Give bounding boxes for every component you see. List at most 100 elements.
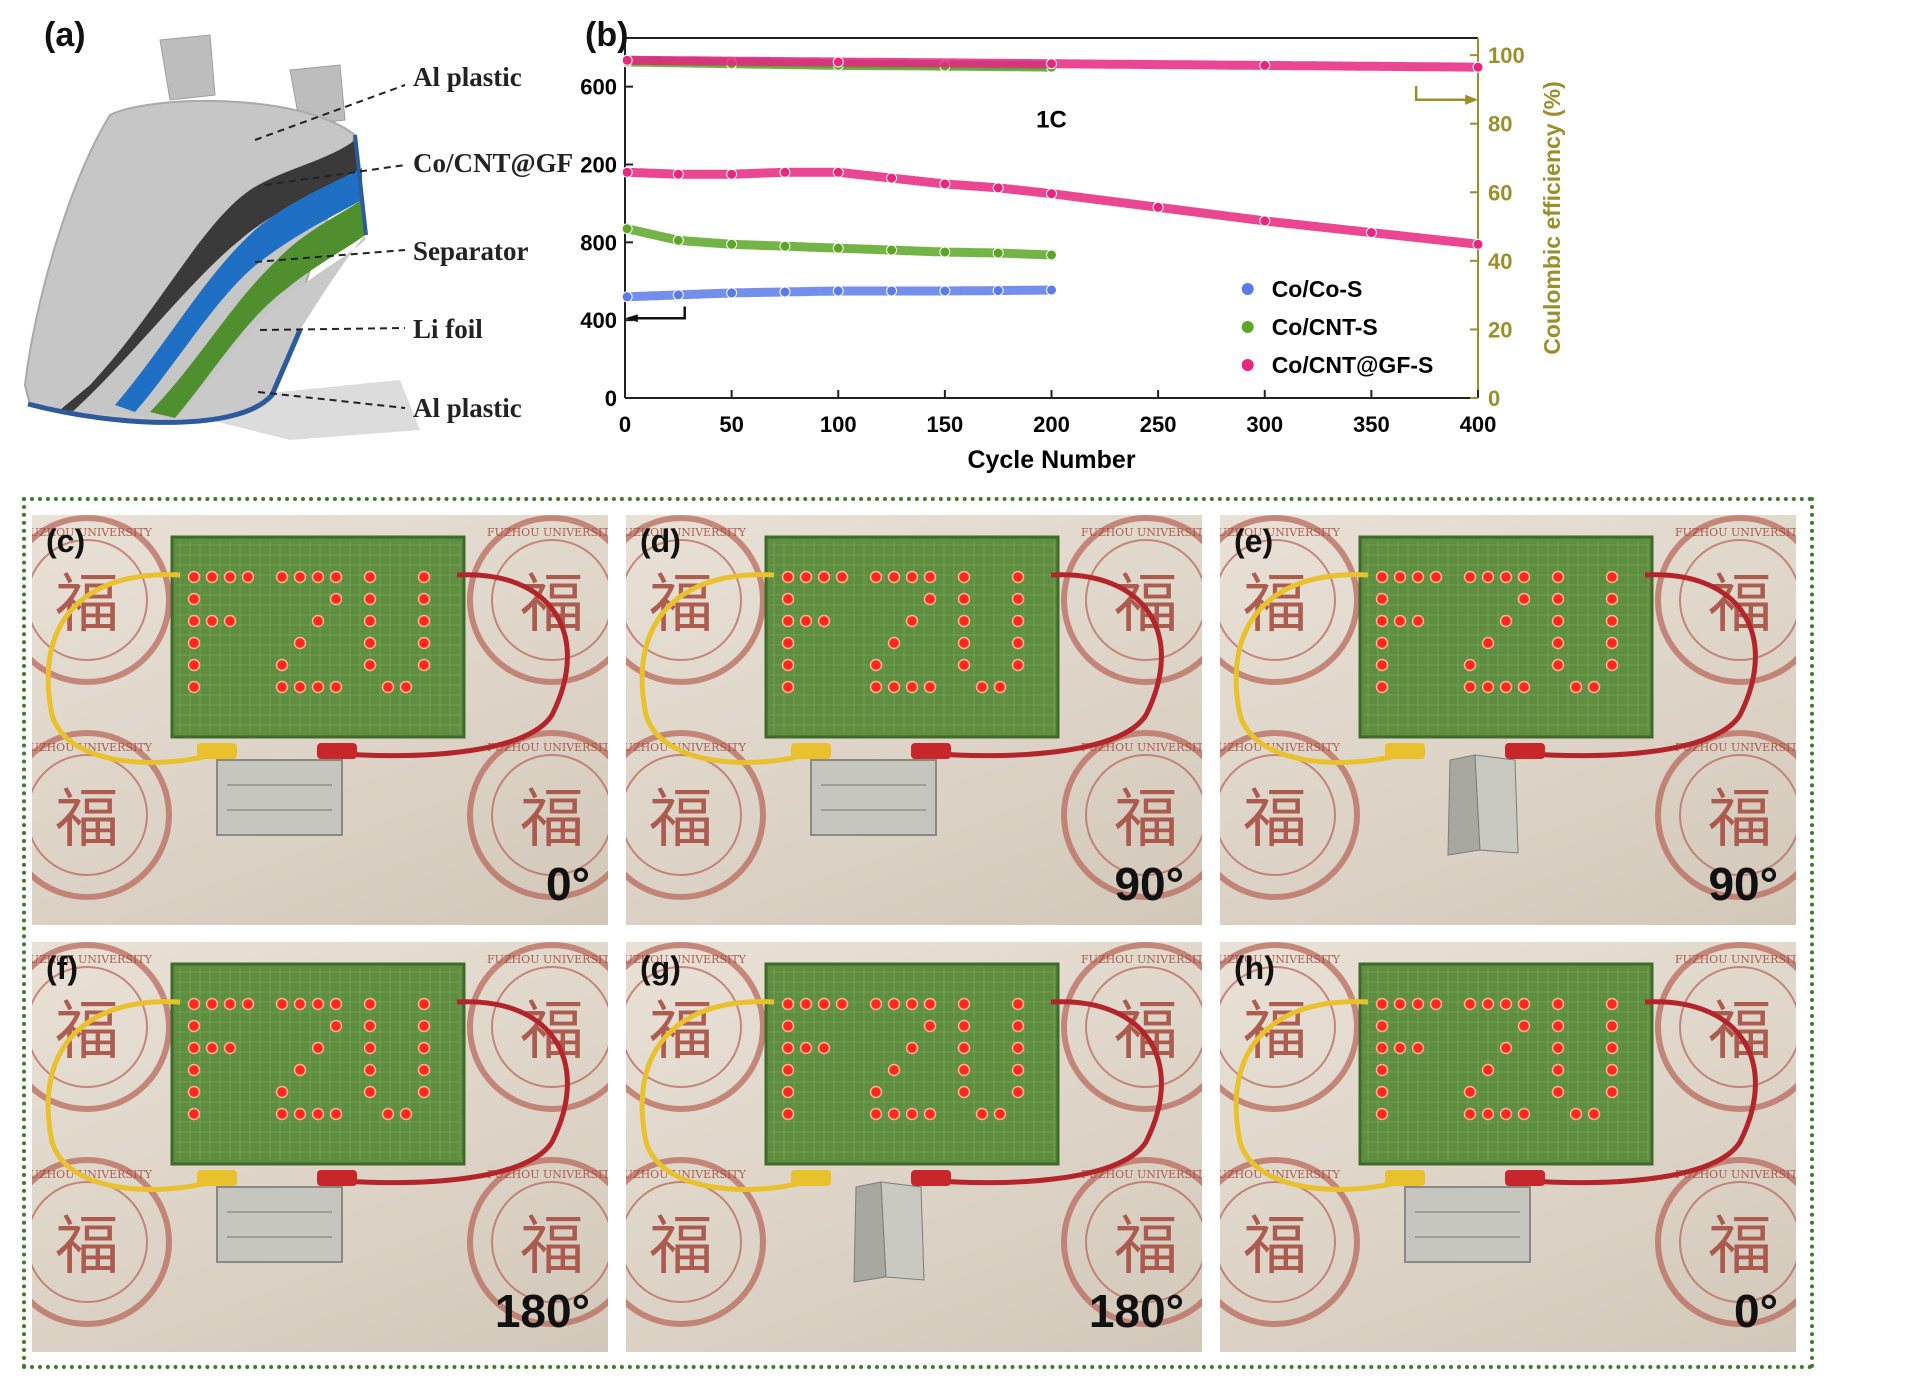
led-board-scene: 福 FUZHOU UNIVERSITY 福 FUZHOU UNIVERSITY 福 FUZ… (32, 942, 608, 1327)
led-light (781, 1019, 795, 1033)
data-point (832, 285, 844, 297)
pouch-cell (216, 1186, 343, 1263)
seal-text: FUZHOU UNIVERSITY (626, 526, 747, 539)
university-seal: 福 FUZHOU UNIVERSITY (1220, 730, 1360, 900)
bend-angle: 180° (1088, 1285, 1184, 1337)
led-light (1605, 636, 1619, 650)
led-light (187, 1107, 201, 1121)
data-point (726, 238, 738, 250)
led-light (957, 1063, 971, 1077)
seal-character: 福 (649, 995, 713, 1069)
seal-text: FUZHOU UNIVERSITY (32, 1168, 153, 1181)
pouch-cell (1447, 754, 1481, 856)
seal-text: FUZHOU UNIVERSITY (626, 953, 747, 966)
led-light (417, 1041, 431, 1055)
led-light (187, 592, 201, 606)
seal-inner-ring (32, 754, 148, 876)
circuit-board (764, 535, 1060, 739)
x-tick-label: 300 (1246, 412, 1283, 437)
data-point (621, 54, 633, 66)
led-light (887, 680, 901, 694)
seal-ring (32, 942, 172, 1112)
led-light (869, 1085, 883, 1099)
seal-ring (1061, 1157, 1202, 1327)
red-clip (317, 1170, 357, 1186)
led-light (1011, 658, 1025, 672)
series-co-cnt-gf-s (621, 166, 1484, 250)
led-light (1463, 1085, 1477, 1099)
led-light (275, 997, 289, 1011)
led-light (1011, 997, 1025, 1011)
seal-ring (1061, 515, 1202, 685)
led-light (187, 1085, 201, 1099)
seal-character: 福 (1243, 995, 1307, 1069)
seal-inner-ring (626, 539, 742, 661)
led-light (975, 1107, 989, 1121)
led-light (1393, 1041, 1407, 1055)
seal-ring (1220, 730, 1360, 900)
data-point (1472, 238, 1484, 250)
bend-angle: 180° (494, 1285, 590, 1337)
seal-inner-ring (1085, 966, 1202, 1088)
series-co-cnt-gf-s-ce (621, 54, 1484, 73)
seal-character: 福 (649, 568, 713, 642)
red-clip (911, 1170, 951, 1186)
led-light (1551, 1019, 1565, 1033)
led-light (1551, 658, 1565, 672)
led-light (781, 680, 795, 694)
photo-label: (f) (46, 950, 78, 986)
data-point (1046, 188, 1057, 200)
led-board-scene: 福 FUZHOU UNIVERSITY 福 FUZHOU UNIVERSITY 福 FUZ… (1220, 942, 1796, 1327)
yellow-wire (639, 999, 807, 1192)
seal-text: FUZHOU UNIVERSITY (32, 526, 153, 539)
seal-ring (32, 515, 172, 685)
seal-inner-ring (626, 1181, 742, 1303)
data-point (1046, 284, 1057, 296)
data-point (886, 244, 898, 256)
led-light (957, 997, 971, 1011)
leader-line (254, 84, 406, 141)
led-light (1517, 570, 1531, 584)
li-foil-layer (150, 200, 365, 418)
seal-inner-ring (1085, 754, 1202, 876)
led-light (957, 1085, 971, 1099)
led-light (1517, 1019, 1531, 1033)
seal-ring (626, 1157, 766, 1327)
led-light (205, 997, 219, 1011)
legend: Co/Co-S Co/CNT-S Co/CNT@GF-S (1241, 276, 1433, 378)
photo-label: (c) (46, 523, 86, 559)
led-light (923, 997, 937, 1011)
photo-label: (g) (640, 950, 681, 986)
photo-h: 福 FUZHOU UNIVERSITY 福 FUZHOU UNIVERSITY 福 FUZ… (1220, 942, 1796, 1352)
led-light (905, 1107, 919, 1121)
led-light (1375, 1107, 1389, 1121)
led-light (1605, 1019, 1619, 1033)
seal-text: FUZHOU UNIVERSITY (1675, 526, 1796, 539)
red-wire (1519, 999, 1758, 1186)
led-light (241, 997, 255, 1011)
seal-ring (1061, 942, 1202, 1112)
led-light (1463, 570, 1477, 584)
university-seal: 福 FUZHOU UNIVERSITY (626, 1157, 766, 1327)
panel-b-cycling-chart: (b) 050100150200250300350400040080012001… (526, 0, 1915, 480)
data-point (1259, 215, 1271, 227)
seal-inner-ring (1220, 1181, 1336, 1303)
university-seal: 福 FUZHOU UNIVERSITY (1061, 1157, 1202, 1327)
yellow-clip (1385, 743, 1425, 759)
data-point (779, 240, 791, 252)
yellow-clip (197, 1170, 237, 1186)
photo-label: (h) (1234, 950, 1275, 986)
circuit-board (764, 962, 1060, 1166)
seal-text: FUZHOU UNIVERSITY (1675, 741, 1796, 754)
bend-angle: 90° (1708, 858, 1778, 910)
seal-character: 福 (1243, 783, 1307, 857)
led-light (957, 636, 971, 650)
seal-character: 福 (649, 783, 713, 857)
x-tick-label: 400 (1460, 412, 1497, 437)
seal-inner-ring (1679, 1181, 1796, 1303)
led-light (1463, 1107, 1477, 1121)
led-light (1551, 1041, 1565, 1055)
rate-label: 1C (1036, 107, 1067, 134)
seal-character: 福 (1114, 783, 1178, 857)
data-point (992, 182, 1004, 194)
